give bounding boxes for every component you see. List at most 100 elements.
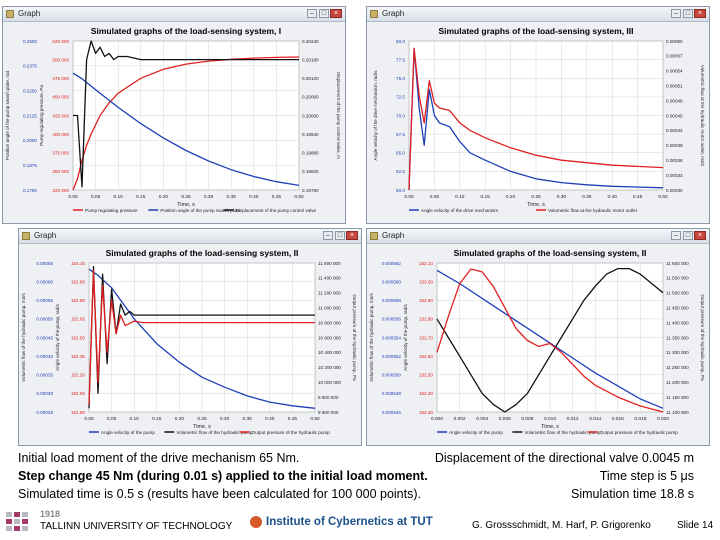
chart-title: Simulated graphs of the load-sensing sys… bbox=[91, 26, 281, 36]
right-axis-tick-label: 0.19760 bbox=[302, 188, 319, 193]
left-axis-2-tick-label: 325 000 bbox=[52, 188, 69, 193]
left-axis-2-tick-label: 500 000 bbox=[52, 57, 69, 62]
minimize-button[interactable]: – bbox=[671, 231, 681, 240]
x-tick-label: 0.20 bbox=[506, 194, 516, 200]
minimize-button[interactable]: – bbox=[307, 9, 317, 18]
minimize-button[interactable]: – bbox=[671, 9, 681, 18]
left-axis-1-tick-label: 0.000550 bbox=[382, 373, 402, 378]
left-axis-2-tick-label: 152.60 bbox=[419, 354, 433, 359]
graph-window-4: Graph – □ × Simulated graphs of the load… bbox=[366, 228, 710, 446]
left-axis-2-tick-label: 152.90 bbox=[419, 298, 433, 303]
right-axis-tick-label: 11 400 000 bbox=[318, 276, 341, 281]
x-tick-label: 0.010 bbox=[544, 416, 556, 422]
right-axis-tick-label: 11 350 000 bbox=[666, 335, 689, 340]
maximize-button[interactable]: □ bbox=[683, 9, 693, 18]
institute-logo-icon bbox=[250, 516, 262, 528]
left-axis-2-label: Angle velocity of the pump, rad/s bbox=[55, 303, 60, 370]
right-axis-tick-label: 0.00045 bbox=[666, 113, 683, 118]
window-titlebar[interactable]: Graph – □ × bbox=[367, 7, 709, 22]
left-axis-1-label: Position angle of the pump swash plate, … bbox=[5, 70, 10, 160]
left-axis-1-tick-label: 0.000554 bbox=[382, 335, 402, 340]
minimize-button[interactable]: – bbox=[323, 231, 333, 240]
app-icon bbox=[370, 10, 378, 18]
x-tick-label: 0.20 bbox=[175, 416, 185, 422]
right-axis-tick-label: 0.00060 bbox=[666, 39, 683, 44]
window-titlebar[interactable]: Graph – □ × bbox=[3, 7, 345, 22]
left-axis-2-tick-label: 153.10 bbox=[419, 261, 433, 266]
left-axis-1-tick-label: 0.00040 bbox=[36, 354, 53, 359]
left-axis-1-tick-label: 0.2250 bbox=[23, 88, 37, 93]
x-tick-label: 0.45 bbox=[272, 194, 282, 200]
right-axis-tick-label: 9 800 000 bbox=[318, 395, 339, 400]
caption-simulation-time: Simulation time 18.8 s bbox=[571, 487, 694, 501]
x-axis-label: Time, s bbox=[193, 424, 211, 430]
legend-label: Displacement of the pump control valve bbox=[236, 208, 317, 213]
left-axis-2-tick-label: 450 000 bbox=[52, 95, 69, 100]
x-tick-label: 0.35 bbox=[582, 194, 592, 200]
university-name: TALLINN UNIVERSITY OF TECHNOLOGY bbox=[40, 521, 233, 532]
close-button[interactable]: × bbox=[694, 9, 706, 18]
ttu-year: 1918 bbox=[40, 509, 61, 519]
left-axis-2-tick-label: 152.80 bbox=[71, 298, 85, 303]
right-axis-tick-label: 11 200 000 bbox=[666, 380, 689, 385]
left-axis-1-tick-label: 0.00045 bbox=[36, 335, 53, 340]
right-axis-tick-label: 0.19940 bbox=[302, 132, 319, 137]
graph-window-2: Graph – □ × Simulated graphs of the load… bbox=[366, 6, 710, 224]
maximize-button[interactable]: □ bbox=[319, 9, 329, 18]
left-axis-2-tick-label: 350 000 bbox=[52, 169, 69, 174]
left-axis-1-tick-label: 0.000552 bbox=[382, 354, 402, 359]
right-axis-tick-label: 0.00033 bbox=[666, 173, 683, 178]
slide-footer: 1918 TALLINN UNIVERSITY OF TECHNOLOGY In… bbox=[0, 508, 720, 540]
left-axis-tick-label: 62.5 bbox=[396, 169, 405, 174]
close-button[interactable]: × bbox=[346, 231, 358, 240]
app-icon bbox=[6, 10, 14, 18]
left-axis-2-label: Angle velocity of the pump, rad/s bbox=[403, 303, 408, 370]
right-axis-tick-label: 11 300 000 bbox=[666, 350, 689, 355]
window-titlebar[interactable]: Graph – □ × bbox=[19, 229, 361, 244]
x-tick-label: 0.00 bbox=[68, 194, 78, 200]
x-tick-label: 0.40 bbox=[265, 416, 275, 422]
x-tick-label: 0.018 bbox=[634, 416, 646, 422]
right-axis-tick-label: 11 400 000 bbox=[666, 320, 689, 325]
x-tick-label: 0.05 bbox=[91, 194, 101, 200]
x-tick-label: 0.016 bbox=[612, 416, 624, 422]
right-axis-tick-label: 0.00048 bbox=[666, 98, 683, 103]
caption-initial-load: Initial load moment of the drive mechani… bbox=[18, 451, 300, 465]
left-axis-1-tick-label: 0.1750 bbox=[23, 188, 37, 193]
left-axis-2-tick-label: 525 000 bbox=[52, 39, 69, 44]
caption-step-change: Step change 45 Nm (during 0.01 s) applie… bbox=[18, 469, 428, 483]
maximize-button[interactable]: □ bbox=[335, 231, 345, 240]
x-tick-label: 0.012 bbox=[567, 416, 579, 422]
right-axis-tick-label: 0.19880 bbox=[302, 151, 319, 156]
x-tick-label: 0.25 bbox=[181, 194, 191, 200]
left-axis-2-tick-label: 152.95 bbox=[71, 279, 85, 284]
right-axis-tick-label: 11 150 000 bbox=[666, 395, 689, 400]
x-tick-label: 0.020 bbox=[657, 416, 669, 422]
left-axis-1-tick-label: 0.2500 bbox=[23, 39, 37, 44]
left-axis-tick-label: 60.0 bbox=[396, 188, 405, 193]
left-axis-2-tick-label: 425 000 bbox=[52, 113, 69, 118]
x-tick-label: 0.004 bbox=[476, 416, 488, 422]
legend-label: Angle velocity of the drive mechanism bbox=[421, 208, 498, 213]
left-axis-1-tick-label: 0.00050 bbox=[36, 317, 53, 322]
left-axis-2-tick-label: 152.35 bbox=[71, 354, 85, 359]
right-axis-label: Output pressure of the hydraulic pump, P… bbox=[352, 294, 357, 381]
chart-title: Simulated graphs of the load-sensing sys… bbox=[454, 248, 647, 258]
maximize-button[interactable]: □ bbox=[683, 231, 693, 240]
close-button[interactable]: × bbox=[694, 231, 706, 240]
right-axis-tick-label: 11 250 000 bbox=[666, 365, 689, 370]
right-axis-tick-label: 0.00057 bbox=[666, 54, 683, 59]
close-button[interactable]: × bbox=[330, 9, 342, 18]
ttu-logo-icon bbox=[6, 512, 28, 531]
left-axis-2-tick-label: 152.20 bbox=[71, 373, 85, 378]
right-axis-tick-label: 11 600 000 bbox=[666, 261, 689, 266]
right-axis-tick-label: 11 000 000 bbox=[318, 306, 341, 311]
left-axis-1-tick-label: 0.00060 bbox=[36, 279, 53, 284]
left-axis-1-tick-label: 0.000558 bbox=[382, 298, 402, 303]
series-line bbox=[408, 47, 664, 191]
window-titlebar[interactable]: Graph – □ × bbox=[367, 229, 709, 244]
institute-name: Institute of Cybernetics at TUT bbox=[266, 516, 433, 528]
window-title: Graph bbox=[34, 231, 57, 240]
right-axis-tick-label: 0.20060 bbox=[302, 95, 319, 100]
x-tick-label: 0.40 bbox=[249, 194, 259, 200]
